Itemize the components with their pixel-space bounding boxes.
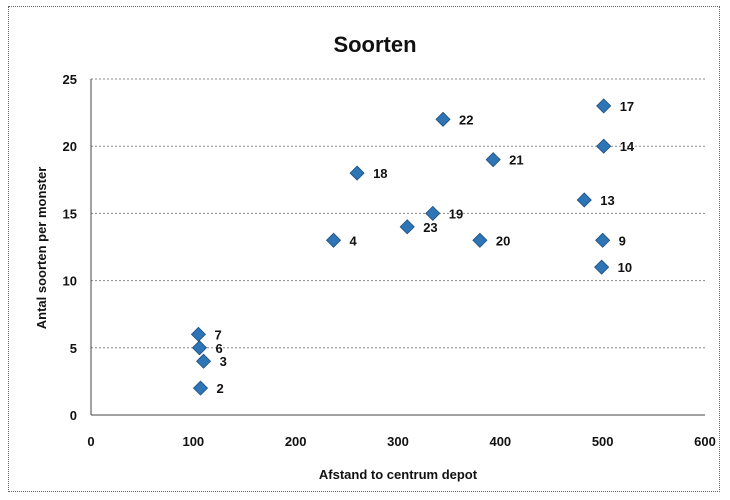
y-tick-label: 10 <box>63 274 77 289</box>
x-tick-label: 300 <box>387 434 409 449</box>
x-tick-label: 200 <box>285 434 307 449</box>
chart-frame <box>8 6 720 492</box>
point-label: 17 <box>620 99 634 114</box>
y-tick-label: 20 <box>63 139 77 154</box>
gridlines <box>91 78 705 349</box>
data-points <box>190 98 612 396</box>
point-label: 9 <box>619 233 626 248</box>
data-point <box>596 138 612 154</box>
axes <box>90 79 705 416</box>
y-tick-label: 25 <box>63 72 77 87</box>
data-point <box>325 232 342 248</box>
point-label: 7 <box>214 327 221 342</box>
y-tick-label: 0 <box>70 408 77 423</box>
x-tick-label: 500 <box>592 434 614 449</box>
data-point <box>576 192 592 208</box>
data-point <box>472 232 488 248</box>
y-axis-title: Antal soorten per monster <box>34 167 49 330</box>
x-tick-labels: 0 100 200 300 400 500 600 <box>87 434 715 449</box>
x-tick-label: 400 <box>489 434 511 449</box>
point-label: 13 <box>600 193 614 208</box>
data-point <box>595 232 611 248</box>
point-label: 21 <box>509 153 523 168</box>
data-point <box>190 326 207 342</box>
point-label: 22 <box>459 112 473 127</box>
point-label: 6 <box>215 341 222 356</box>
chart-title: Soorten <box>333 32 416 57</box>
point-label: 19 <box>449 206 463 221</box>
point-label: 2 <box>216 381 223 396</box>
x-axis-title: Afstand to centrum depot <box>319 467 478 482</box>
point-label: 18 <box>373 166 387 181</box>
data-point <box>485 152 501 168</box>
x-tick-label: 0 <box>87 434 94 449</box>
point-label: 23 <box>423 220 437 235</box>
point-label: 4 <box>350 233 358 248</box>
data-point <box>349 165 365 181</box>
y-tick-labels: 0 5 10 15 20 25 <box>63 72 77 423</box>
data-point <box>399 219 415 235</box>
y-tick-label: 15 <box>63 206 77 221</box>
data-point <box>192 380 209 396</box>
x-tick-label: 100 <box>182 434 204 449</box>
data-point <box>425 205 441 221</box>
point-label: 14 <box>620 139 635 154</box>
data-point <box>594 259 610 275</box>
data-point <box>596 98 612 114</box>
point-label: 20 <box>496 233 510 248</box>
y-tick-label: 5 <box>70 341 77 356</box>
data-point <box>196 353 212 369</box>
data-point <box>191 340 208 356</box>
x-tick-label: 600 <box>694 434 716 449</box>
data-point <box>435 111 451 127</box>
point-label: 3 <box>220 354 227 369</box>
point-label: 10 <box>618 260 632 275</box>
